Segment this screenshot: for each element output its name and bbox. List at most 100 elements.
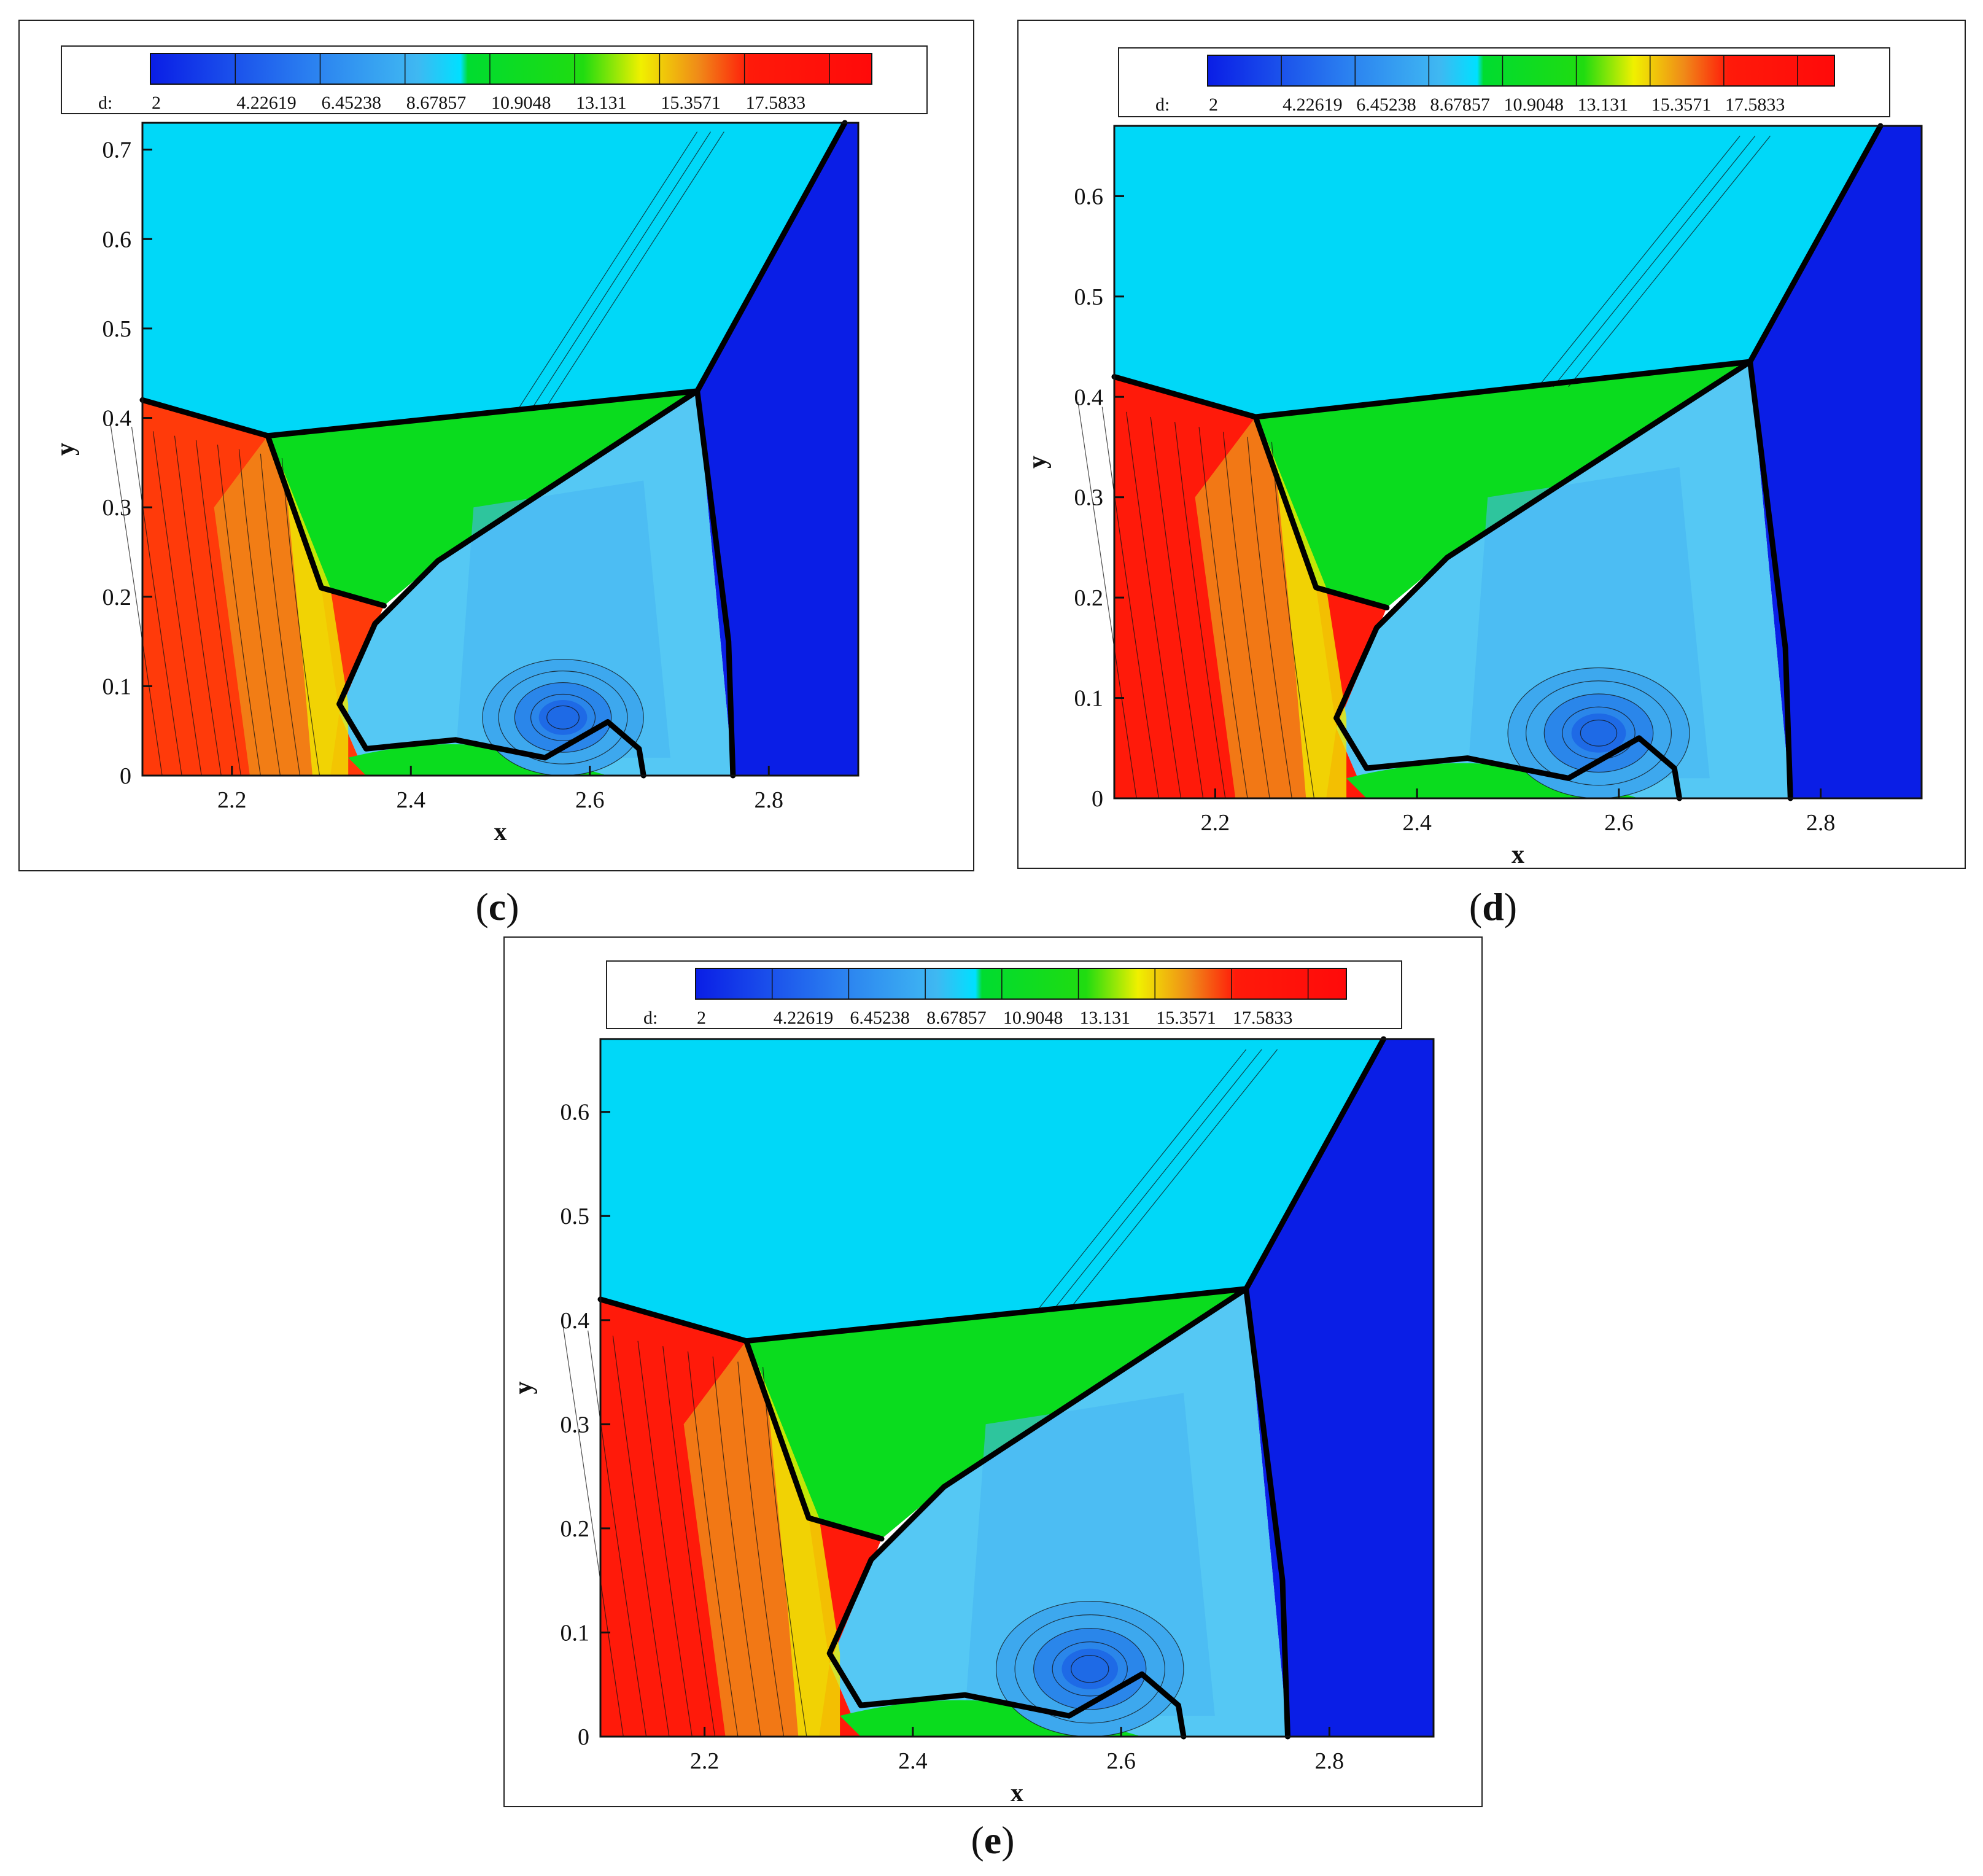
contour-line: [1150, 416, 1204, 799]
y-tick-label: 0.6: [561, 1100, 590, 1126]
contour-line: [195, 440, 241, 776]
vortex-center: [538, 699, 588, 735]
region-upper: [142, 123, 845, 436]
region-triple-point: [1255, 362, 1750, 608]
shock-lines: [597, 1036, 1387, 1740]
contour-line: [662, 1346, 716, 1737]
y-tick-label: 0.1: [103, 674, 132, 699]
y-tick-label: 0.5: [1074, 284, 1104, 310]
panel-d: d: 2 4.22619 6.45238 8.67857 10.9048 13.131 15.…: [1023, 47, 1923, 869]
mach-stem: [1243, 1286, 1290, 1740]
x-axis-label: x: [1011, 1779, 1023, 1807]
x-tick-label: 2.2: [1201, 810, 1230, 836]
y-tick-label: 0: [1092, 786, 1103, 812]
contour-regions: [142, 123, 858, 776]
reflected-shock-upper: [1747, 123, 1884, 365]
contour-line: [1071, 1655, 1109, 1683]
contour-line: [545, 131, 724, 410]
vortex-center: [1061, 1648, 1119, 1689]
colorbar-tick-label: 15.3571: [1156, 1008, 1216, 1028]
contour-line: [1068, 1049, 1278, 1310]
contour-lines: [562, 1049, 1278, 1737]
contour-line: [1247, 437, 1292, 799]
y-tick-label: 0.7: [103, 138, 132, 163]
y-axis-label: y: [1023, 456, 1052, 469]
region-upper: [1114, 126, 1880, 417]
caption-d-letter: d: [1482, 885, 1504, 928]
x-axis-label: x: [1512, 841, 1524, 869]
shock-lines: [1111, 123, 1884, 801]
mach-stem: [1747, 359, 1793, 801]
region-pre-shock: [697, 123, 858, 776]
y-tick-label: 0.2: [1074, 585, 1104, 611]
caption-d-close: ): [1504, 885, 1518, 928]
y-tick-label: 0: [578, 1724, 589, 1750]
x-tick-label: 2.2: [690, 1748, 720, 1774]
axes: 2.2 2.4 2.6 2.8 0 0.1 0.2 0.3 0.4 0.5 0.6 0.7 x y: [52, 122, 860, 846]
contour-regions: [600, 1039, 1434, 1737]
contour-line: [281, 458, 320, 776]
slip-line: [336, 388, 700, 779]
contour-line: [1053, 1049, 1262, 1310]
caption-d-open: (: [1469, 885, 1483, 928]
contour-regions: [1114, 126, 1922, 798]
x-tick-label: 2.8: [1315, 1748, 1345, 1774]
colorbar-tick-label: 13.131: [1578, 95, 1629, 115]
y-tick-label: 0.1: [1074, 686, 1104, 712]
y-tick-label: 0.2: [103, 585, 132, 610]
colorbar-tick-label: 10.9048: [1504, 95, 1564, 115]
slip-line: [826, 1286, 1249, 1740]
region-triple-point: [268, 391, 697, 606]
caption-c-close: ): [506, 885, 519, 928]
contour-line: [1271, 442, 1315, 799]
colorbar-tick-label: 2: [152, 93, 161, 113]
contour-line: [498, 671, 628, 765]
contour-line: [1126, 411, 1182, 799]
reflected-shock-upper: [1243, 1036, 1387, 1292]
contour-line: [109, 422, 163, 776]
contour-line: [1052, 1641, 1128, 1697]
y-tick-label: 0.3: [103, 495, 132, 521]
contour-line: [1553, 135, 1756, 387]
contour-line: [514, 682, 612, 753]
contour-line: [1543, 693, 1654, 773]
colorbar-tick-label: 6.45238: [321, 93, 381, 113]
plot-frame: [599, 1038, 1435, 1738]
contour-line: [546, 705, 580, 730]
reflected-shock-upper: [694, 120, 848, 394]
contour-lines: [1077, 135, 1771, 799]
y-tick-label: 0: [120, 763, 131, 789]
x-tick-label: 2.6: [1106, 1748, 1136, 1774]
x-tick-label: 2.2: [217, 787, 247, 813]
contour-line: [612, 1336, 670, 1737]
colorbar-tick-label: 15.3571: [661, 93, 721, 113]
y-tick-label: 0.6: [103, 227, 132, 252]
colorbar-variable-label: d:: [98, 93, 112, 113]
colorbar-gradient: [150, 53, 872, 85]
colorbar-tick-label: 10.9048: [1003, 1008, 1063, 1028]
colorbar: d: 2 4.22619 6.45238 8.67857 10.9048 13.131 15.…: [1118, 47, 1890, 117]
colorbar-variable-label: d:: [643, 1008, 658, 1028]
colorbar-tick-label: 4.22619: [236, 93, 297, 113]
panel-c: d: 2 4.22619 6.45238 8.67857 10.9048 13.131 15.…: [52, 45, 928, 846]
plot-frame: [141, 122, 860, 777]
contour-line: [131, 427, 182, 776]
colorbar-tick-label: 4.22619: [1283, 95, 1343, 115]
x-axis-label: x: [494, 818, 507, 846]
contour-line: [1174, 422, 1226, 799]
region-triple-point: [746, 1288, 1246, 1539]
region-yellow-band: [756, 1361, 840, 1737]
y-tick-label: 0.4: [103, 406, 132, 432]
kink-shock: [265, 433, 387, 609]
panel-e: d: 2 4.22619 6.45238 8.67857 10.9048 13.131 15.…: [510, 960, 1435, 1807]
colorbar-tick-label: 6.45238: [1356, 95, 1416, 115]
vortex-center: [1571, 713, 1626, 753]
y-axis-label: y: [510, 1382, 538, 1395]
contour-line: [238, 449, 281, 776]
colorbar-gradient: [1207, 55, 1835, 87]
colorbar-tick-label: 10.9048: [491, 93, 551, 113]
colorbar-gradient: [695, 968, 1347, 1000]
x-tick-label: 2.8: [1806, 810, 1836, 836]
contour-line: [1077, 402, 1137, 799]
colorbar-tick-label: 2: [697, 1008, 706, 1028]
